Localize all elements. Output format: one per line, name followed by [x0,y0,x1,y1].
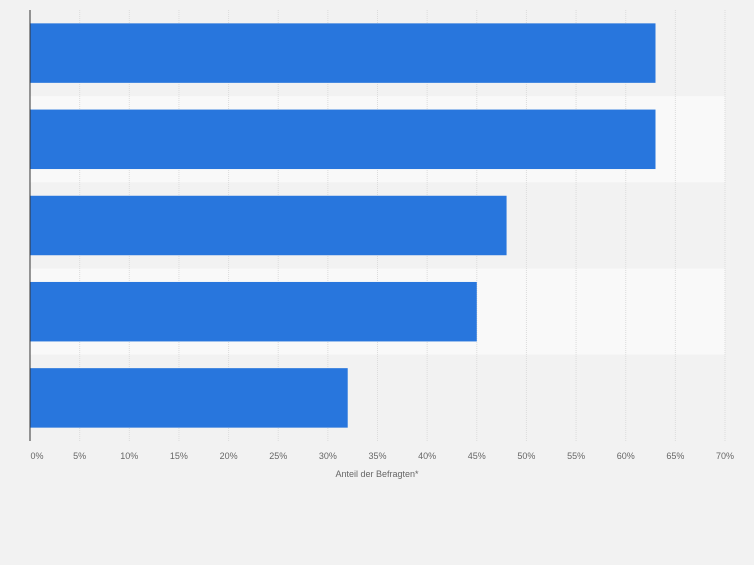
x-axis-label: Anteil der Befragten* [335,469,419,479]
x-tick-label: 20% [220,451,238,461]
x-tick-label: 15% [170,451,188,461]
x-tick-label: 50% [517,451,535,461]
bar [30,281,477,342]
x-tick-label: 25% [269,451,287,461]
bar [30,368,348,428]
x-tick-label: 0% [30,451,43,461]
x-tick-label: 60% [617,451,635,461]
x-tick-label: 55% [567,451,585,461]
bar [30,23,656,83]
bars [30,23,656,428]
bar [30,109,656,170]
x-tick-label: 30% [319,451,337,461]
x-tick-label: 5% [73,451,86,461]
x-tick-label: 35% [368,451,386,461]
x-tick-label: 70% [716,451,734,461]
x-tick-label: 10% [120,451,138,461]
bar [30,195,507,256]
x-tick-label: 45% [468,451,486,461]
x-tick-label: 65% [666,451,684,461]
x-axis-ticks: 0% 5% 10% 15% 20% 25% 30% 35% 40% 45% 50% 55% 60% 65%… [30,451,734,461]
x-tick-label: 40% [418,451,436,461]
